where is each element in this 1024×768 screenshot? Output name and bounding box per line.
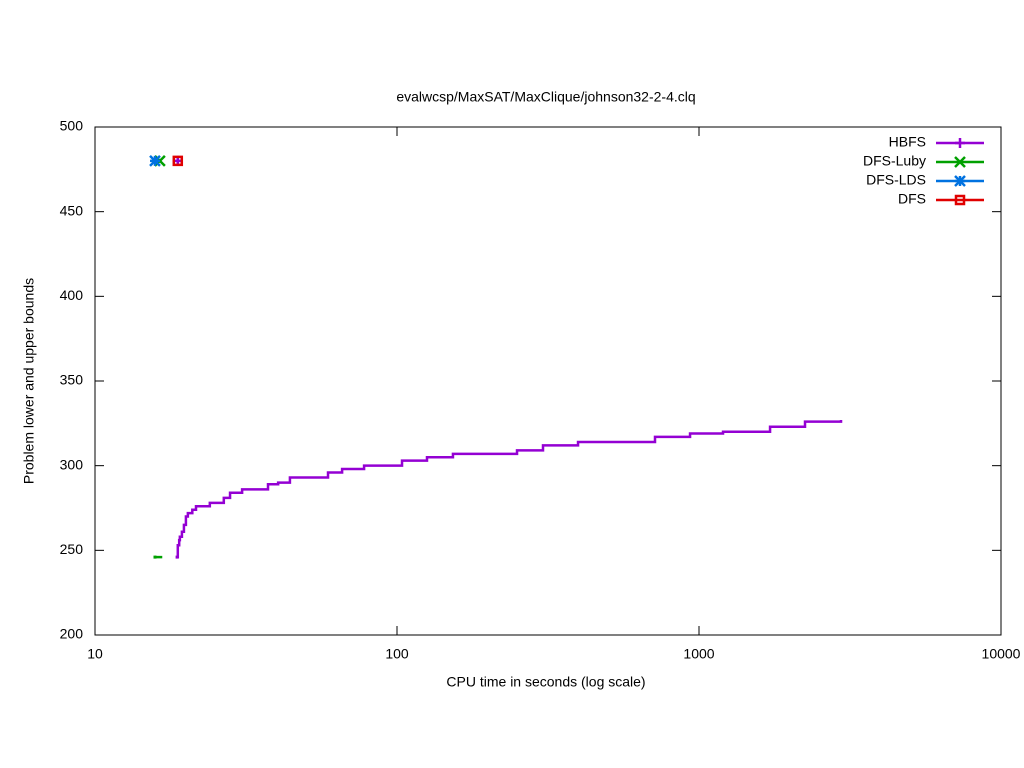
x-axis-label: CPU time in seconds (log scale) [446,674,645,690]
series-line [176,419,843,559]
y-tick-label: 250 [60,541,84,557]
y-tick-label: 300 [60,456,84,472]
x-tick-label: 10000 [982,646,1021,662]
y-tick-label: 400 [60,287,84,303]
y-tick-label: 500 [60,118,84,134]
marker [172,155,184,167]
legend-label: DFS-Luby [863,153,926,169]
legend-label: DFS [898,191,926,207]
plot-frame [94,126,1002,636]
point [175,555,179,559]
marker [954,156,966,168]
y-tick-label: 450 [60,202,84,218]
x-tick-label: 100 [385,646,409,662]
y-axis-label: Problem lower and upper bounds [21,278,37,484]
marker [149,154,161,167]
legend-label: DFS-LDS [866,172,926,188]
chart-title: evalwcsp/MaxSAT/MaxClique/johnson32-2-4.… [396,89,695,105]
point [153,555,157,559]
marker-stroke [149,154,161,167]
legend-label: HBFS [889,134,926,150]
y-tick-label: 350 [60,372,84,388]
marker-stroke [954,194,966,206]
x-tick-label: 1000 [683,646,714,662]
marker [955,138,965,148]
marker-stroke [954,175,966,187]
marker-stroke [954,156,966,168]
marker [954,194,966,206]
marker-stroke [172,155,184,167]
marker [954,175,966,187]
x-tick-label: 10 [87,646,103,662]
y-tick-label: 200 [60,626,84,642]
